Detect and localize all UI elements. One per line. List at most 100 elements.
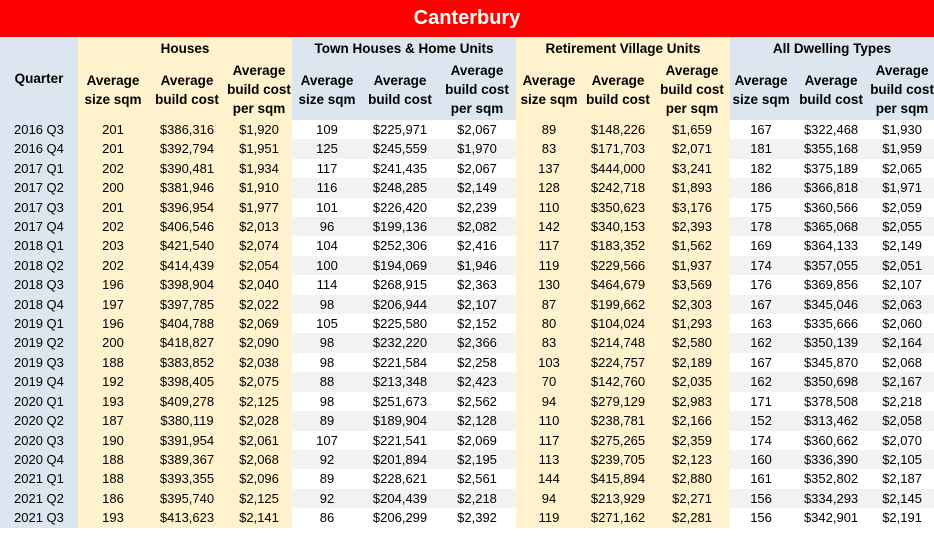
cell-all-cost-sqm: $2,060	[870, 314, 934, 334]
cell-town-cost-sqm: $2,069	[438, 430, 517, 450]
cell-all-cost-sqm: $2,070	[870, 430, 934, 450]
cell-town-cost-sqm: $1,970	[438, 139, 517, 159]
cell-town-cost-sqm: $2,239	[438, 197, 517, 218]
cell-houses-cost: $413,623	[148, 508, 226, 528]
table-row: 2020 Q2 187 $380,119 $2,028 89 $189,904 $2,128…	[0, 411, 934, 431]
cell-houses-cost: $418,827	[148, 333, 226, 353]
cell-retirement-size: 83	[516, 333, 583, 353]
cell-all-cost-sqm: $2,063	[870, 294, 934, 315]
table-row: 2019 Q4 192 $398,405 $2,075 88 $213,348 $2,423…	[0, 372, 934, 392]
cell-town-cost-sqm: $2,363	[438, 275, 517, 295]
cell-houses-cost-sqm: $1,920	[226, 120, 293, 140]
cell-all-cost: $378,508	[792, 391, 871, 412]
table-row: 2020 Q3 190 $391,954 $2,061 107 $221,541 $2,06…	[0, 430, 934, 450]
cell-retirement-cost: $214,748	[582, 333, 655, 353]
cell-retirement-size: 80	[516, 314, 583, 334]
cell-houses-cost-sqm: $2,075	[226, 372, 293, 392]
table-row: 2021 Q1 188 $393,355 $2,096 89 $228,621 $2,561…	[0, 469, 934, 489]
group-header-town-houses: Town Houses & Home Units	[292, 37, 517, 59]
cell-houses-cost-sqm: $2,090	[226, 333, 293, 353]
cell-all-cost: $360,662	[792, 430, 871, 450]
cell-quarter: 2016 Q3	[0, 120, 78, 140]
cell-all-cost-sqm: $2,105	[870, 449, 934, 470]
cell-retirement-size: 103	[516, 352, 583, 373]
cell-retirement-cost: $199,662	[582, 294, 655, 315]
cell-town-cost-sqm: $2,149	[438, 178, 517, 198]
table-row: 2019 Q1 196 $404,788 $2,069 105 $225,580 $2,15…	[0, 314, 934, 334]
cell-all-cost: $357,055	[792, 255, 871, 276]
group-header-houses: Houses	[78, 37, 293, 59]
cell-retirement-size: 110	[516, 411, 583, 431]
cell-houses-cost: $398,904	[148, 275, 226, 295]
cell-retirement-cost-sqm: $1,893	[654, 178, 731, 198]
cell-all-size: 152	[730, 411, 793, 431]
cell-houses-cost: $395,740	[148, 488, 226, 509]
cell-all-size: 156	[730, 488, 793, 509]
cell-all-size: 162	[730, 372, 793, 392]
cell-quarter: 2021 Q2	[0, 488, 78, 509]
cell-all-cost: $313,462	[792, 411, 871, 431]
cell-houses-cost: $397,785	[148, 294, 226, 315]
subheader-houses-size: Average size sqm	[78, 59, 148, 120]
cell-town-cost-sqm: $2,366	[438, 333, 517, 353]
cell-houses-size: 196	[78, 314, 148, 334]
cell-retirement-size: 113	[516, 449, 583, 470]
cell-houses-cost-sqm: $2,074	[226, 236, 293, 256]
cell-retirement-cost-sqm: $2,166	[654, 411, 731, 431]
cell-houses-cost: $406,546	[148, 217, 226, 237]
cell-houses-size: 200	[78, 178, 148, 198]
cell-town-size: 98	[292, 352, 363, 373]
cell-houses-cost-sqm: $1,910	[226, 178, 293, 198]
cell-houses-cost: $404,788	[148, 314, 226, 334]
cell-retirement-size: 137	[516, 158, 583, 179]
cell-houses-size: 201	[78, 197, 148, 218]
cell-town-cost: $252,306	[362, 236, 439, 256]
cell-town-cost-sqm: $2,067	[438, 158, 517, 179]
cell-retirement-cost: $213,929	[582, 488, 655, 509]
cell-all-size: 178	[730, 217, 793, 237]
cell-retirement-cost: $142,760	[582, 372, 655, 392]
cell-all-cost: $365,068	[792, 217, 871, 237]
cell-houses-size: 188	[78, 352, 148, 373]
cell-town-size: 98	[292, 294, 363, 315]
cell-houses-cost-sqm: $1,951	[226, 139, 293, 159]
cell-houses-size: 187	[78, 411, 148, 431]
cell-town-size: 100	[292, 255, 363, 276]
cell-houses-cost-sqm: $2,125	[226, 488, 293, 509]
cell-all-size: 163	[730, 314, 793, 334]
cell-retirement-cost-sqm: $2,880	[654, 469, 731, 489]
cell-houses-cost: $383,852	[148, 352, 226, 373]
cell-town-cost-sqm: $2,067	[438, 120, 517, 140]
cell-all-size: 182	[730, 158, 793, 179]
cell-town-cost: $221,541	[362, 430, 439, 450]
cell-town-cost: $268,915	[362, 275, 439, 295]
cell-town-size: 107	[292, 430, 363, 450]
cell-retirement-cost-sqm: $2,303	[654, 294, 731, 315]
cell-town-size: 104	[292, 236, 363, 256]
cell-town-cost: $241,435	[362, 158, 439, 179]
cell-quarter: 2019 Q3	[0, 352, 78, 373]
cell-all-cost: $364,133	[792, 236, 871, 256]
table-row: 2019 Q2 200 $418,827 $2,090 98 $232,220 $2,366…	[0, 333, 934, 353]
cell-houses-cost-sqm: $1,934	[226, 158, 293, 179]
subheader-town-size: Average size sqm	[292, 59, 363, 120]
cell-houses-cost: $409,278	[148, 391, 226, 412]
cell-houses-size: 196	[78, 275, 148, 295]
cell-houses-size: 193	[78, 391, 148, 412]
cell-town-cost: $194,069	[362, 255, 439, 276]
cell-town-cost-sqm: $2,107	[438, 294, 517, 315]
cell-town-size: 96	[292, 217, 363, 237]
cell-retirement-cost: $104,024	[582, 314, 655, 334]
cell-all-cost: $335,666	[792, 314, 871, 334]
cell-all-cost-sqm: $2,058	[870, 411, 934, 431]
subheader-retirement-size: Average size sqm	[516, 59, 583, 120]
cell-retirement-cost: $340,153	[582, 217, 655, 237]
cell-houses-cost: $381,946	[148, 178, 226, 198]
cell-retirement-cost: $350,623	[582, 197, 655, 218]
quarter-header: Quarter	[0, 37, 78, 120]
cell-all-cost-sqm: $1,959	[870, 139, 934, 159]
cell-quarter: 2017 Q3	[0, 197, 78, 218]
cell-town-cost-sqm: $1,946	[438, 255, 517, 276]
cell-houses-size: 202	[78, 217, 148, 237]
cell-town-cost: $213,348	[362, 372, 439, 392]
